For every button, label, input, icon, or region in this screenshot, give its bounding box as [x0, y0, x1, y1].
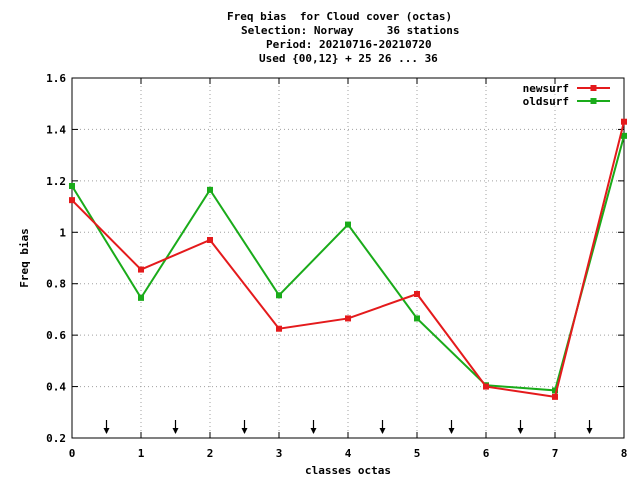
x-axis-label: classes octas [305, 464, 391, 477]
x-tick-label: 0 [69, 447, 76, 460]
data-point-oldsurf [69, 183, 75, 189]
x-tick-label: 8 [621, 447, 628, 460]
down-arrow-icon [241, 420, 248, 434]
grid-lines [72, 78, 624, 438]
title-line-1: Freq bias for Cloud cover (octas) [227, 10, 453, 23]
x-tick-label: 4 [345, 447, 352, 460]
x-tick-label: 2 [207, 447, 214, 460]
data-point-newsurf [483, 383, 489, 390]
x-tick-label: 6 [483, 447, 490, 460]
legend-label-oldsurf: oldsurf [523, 95, 569, 108]
data-point-newsurf [621, 118, 627, 125]
x-tick-label: 3 [276, 447, 283, 460]
title-line-3: Period: 20210716-20210720 [266, 38, 432, 51]
down-arrow-icon [172, 420, 179, 434]
arrow-markers [103, 420, 593, 434]
title-line-2: Selection: Norway 36 stations [241, 24, 460, 37]
y-tick-label: 1.6 [46, 72, 66, 85]
data-point-oldsurf [276, 292, 282, 299]
data-point-newsurf [414, 291, 420, 297]
y-tick-label: 1.2 [46, 175, 66, 188]
data-point-newsurf [345, 315, 351, 322]
down-arrow-icon [448, 420, 455, 434]
y-tick-label: 1.4 [46, 123, 66, 136]
data-point-newsurf [207, 237, 213, 243]
data-point-oldsurf [621, 132, 627, 139]
data-point-oldsurf [345, 221, 351, 228]
down-arrow-icon [517, 420, 524, 434]
legend-marker-newsurf [590, 85, 597, 91]
y-tick-label: 0.2 [46, 432, 66, 445]
data-point-oldsurf [207, 186, 213, 193]
series-layer [69, 118, 627, 400]
title-line-4: Used {00,12} + 25 26 ... 36 [259, 52, 438, 65]
x-tick-label: 7 [552, 447, 559, 460]
down-arrow-icon [310, 420, 317, 434]
legend-marker-oldsurf [590, 98, 597, 104]
y-axis-label: Freq bias [18, 228, 31, 288]
axis-ticks: 0 1 2 3 4 5 6 7 8 0.2 0.4 0.6 0.8 1 1.2 1.4 1.6 [46, 72, 627, 460]
data-point-oldsurf [414, 315, 420, 322]
data-point-newsurf [276, 325, 282, 332]
down-arrow-icon [379, 420, 386, 434]
y-tick-label: 0.6 [46, 329, 66, 342]
data-point-oldsurf [138, 294, 144, 301]
y-tick-label: 0.8 [46, 278, 66, 291]
data-point-oldsurf [552, 387, 558, 394]
x-tick-label: 1 [138, 447, 145, 460]
x-tick-label: 5 [414, 447, 421, 460]
down-arrow-icon [103, 420, 110, 434]
y-tick-label: 1 [59, 226, 66, 239]
y-tick-label: 0.4 [46, 381, 66, 394]
data-point-newsurf [552, 393, 558, 400]
legend-label-newsurf: newsurf [523, 82, 569, 95]
data-point-newsurf [69, 197, 75, 204]
down-arrow-icon [586, 420, 593, 434]
data-point-newsurf [138, 266, 144, 273]
